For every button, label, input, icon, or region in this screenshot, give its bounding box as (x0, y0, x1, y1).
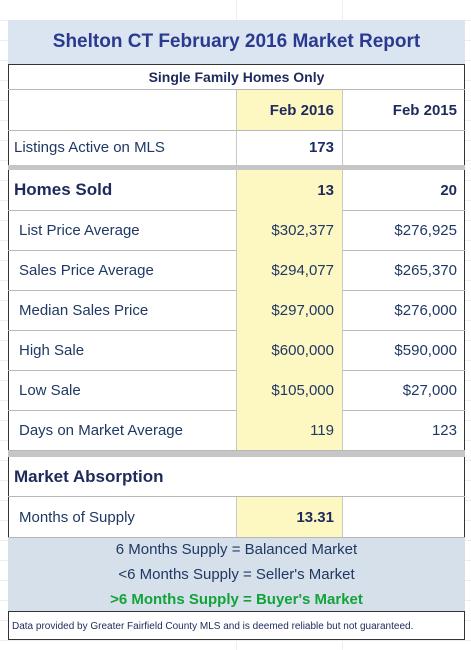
yellow-cell (237, 410, 342, 450)
yellow-cell (237, 370, 342, 410)
row-label: Months of Supply (19, 508, 135, 526)
header-cell (237, 90, 342, 130)
row-label: Homes Sold (14, 180, 113, 199)
row-value: $590,000 (394, 341, 457, 359)
separator (8, 165, 465, 170)
subtitle: Single Family Homes Only (8, 65, 465, 90)
row-value: $297,000 (271, 301, 334, 319)
row-value: 13 (317, 181, 334, 199)
section-title: Market Absorption (8, 457, 465, 497)
column-border (236, 90, 237, 450)
column-border (342, 90, 343, 450)
yellow-cell (237, 290, 342, 330)
row-value: $302,377 (271, 221, 334, 239)
row-label: List Price Average (19, 221, 140, 239)
row-value: $276,000 (394, 301, 457, 319)
yellow-cell (237, 330, 342, 370)
row-value: $600,000 (271, 341, 334, 359)
row-label: Listings Active on MLS (14, 139, 165, 156)
row-value: 119 (310, 421, 334, 439)
legend-line: <6 Months Supply = Seller's Market (118, 566, 355, 583)
column-border (236, 497, 237, 537)
footer-note: Data provided by Greater Fairfield Count… (12, 620, 414, 632)
row-label: Sales Price Average (19, 261, 154, 279)
yellow-cell (237, 210, 342, 250)
row-value: $294,077 (271, 261, 334, 279)
row-value: 20 (440, 181, 457, 199)
row-value: 13.31 (296, 508, 334, 526)
row-value: $276,925 (394, 221, 457, 239)
row-label: Median Sales Price (19, 301, 149, 319)
row-value: 173 (308, 139, 334, 156)
row-value: $105,000 (271, 381, 334, 399)
title: Shelton CT February 2016 Market Report (8, 20, 465, 65)
legend-line: >6 Months Supply = Buyer's Market (110, 591, 363, 608)
row-value: 123 (431, 421, 457, 439)
column-border (342, 497, 343, 537)
separator (8, 451, 465, 457)
row-label: Days on Market Average (19, 421, 183, 439)
yellow-cell (237, 170, 342, 210)
legend-box (8, 537, 465, 612)
row-value: $265,370 (394, 261, 457, 279)
column-header: Feb 2015 (392, 101, 457, 119)
legend-line: 6 Months Supply = Balanced Market (115, 541, 358, 558)
row-value: $27,000 (402, 381, 457, 399)
yellow-cell (237, 497, 342, 537)
column-header: Feb 2016 (269, 101, 334, 119)
yellow-cell (237, 250, 342, 290)
row-label: High Sale (19, 341, 85, 359)
row-label: Low Sale (19, 381, 81, 399)
row-border (8, 450, 465, 451)
grid-line (0, 640, 471, 641)
